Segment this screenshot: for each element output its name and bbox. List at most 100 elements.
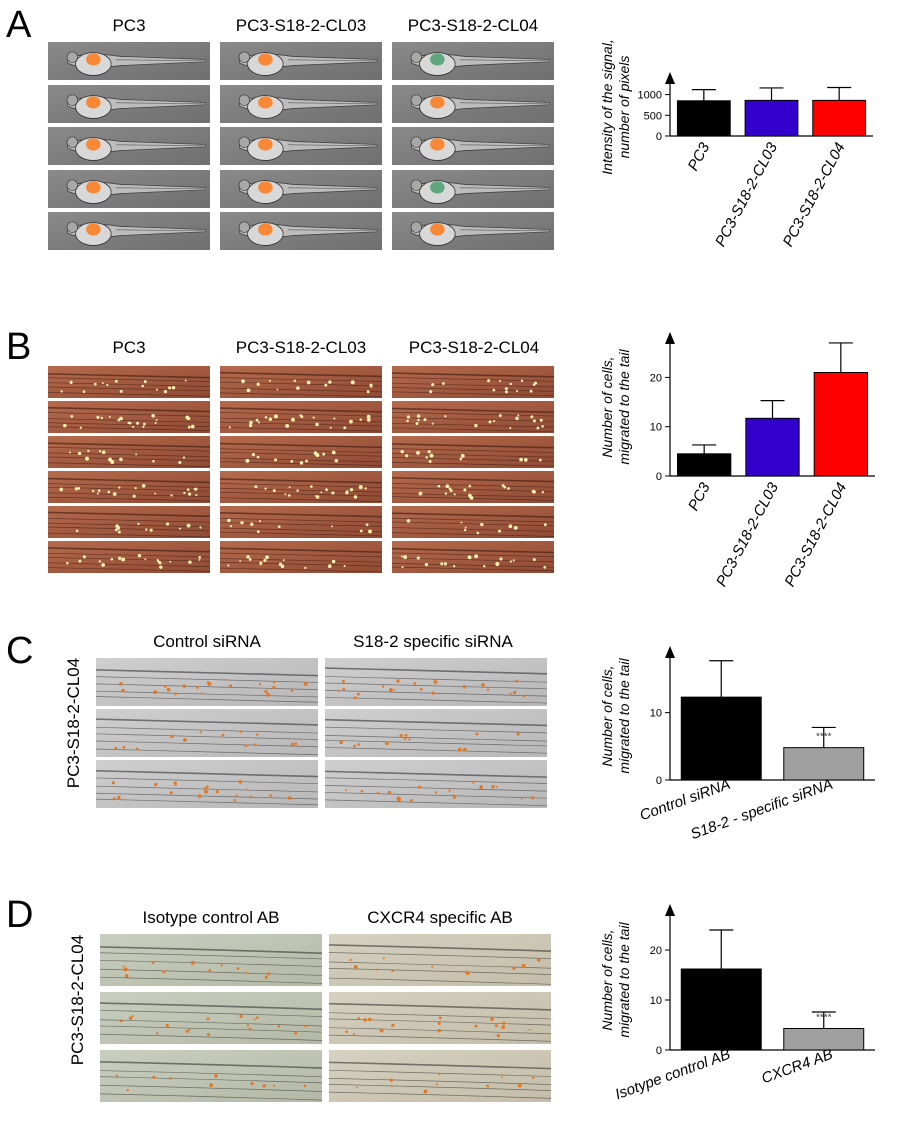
migrated-cell <box>396 679 400 683</box>
migrated-cell <box>460 454 465 458</box>
migrated-cell <box>79 426 82 429</box>
y-axis-label: number of pixels <box>616 56 632 159</box>
migrated-cell <box>190 424 195 429</box>
migrated-cell <box>239 730 243 733</box>
migrated-cell <box>262 1084 266 1088</box>
migrated-cell <box>287 494 291 497</box>
migrated-cell <box>400 555 403 558</box>
migrated-cell <box>115 1074 118 1077</box>
migrated-cell <box>463 488 467 492</box>
migrated-cell <box>250 522 254 526</box>
migrated-cell <box>119 389 123 393</box>
fish-image <box>329 934 551 986</box>
migrated-cell <box>509 692 512 695</box>
zebrafish-embryo <box>66 94 206 119</box>
migrated-cell <box>359 418 362 421</box>
migrated-cell <box>108 416 111 419</box>
migrated-cell <box>413 682 417 685</box>
migrated-cell <box>188 560 192 564</box>
migrated-cell <box>357 743 361 746</box>
migrated-cell <box>423 1089 428 1094</box>
y-tick-label: 20 <box>650 372 662 384</box>
bar <box>744 99 799 137</box>
migrated-cell <box>342 687 346 691</box>
zebrafish-tail <box>329 1061 551 1099</box>
migrated-cell <box>137 553 142 558</box>
migrated-cell <box>116 526 121 530</box>
fluorescent-cells <box>258 53 273 66</box>
migrated-cell <box>156 1032 159 1035</box>
migrated-cell <box>516 732 520 736</box>
migrated-cell <box>85 456 90 461</box>
migrated-cell <box>273 1084 276 1087</box>
migrated-cell <box>397 797 402 802</box>
migrated-cell <box>114 746 118 750</box>
migrated-cell <box>491 785 495 789</box>
y-axis-label: Number of cells, <box>599 665 615 766</box>
fluorescent-cells <box>258 95 273 109</box>
fish-image <box>329 992 551 1044</box>
migrated-cell <box>87 449 90 453</box>
migrated-cell <box>530 415 534 419</box>
migrated-cell <box>325 488 328 492</box>
fish-image <box>48 506 210 538</box>
migrated-cell <box>153 782 158 787</box>
zebrafish-tail <box>329 1002 551 1042</box>
migrated-cell <box>423 418 427 422</box>
migrated-cell <box>443 562 448 566</box>
fish-image <box>220 366 382 398</box>
migrated-cell <box>501 1076 503 1079</box>
migrated-cell <box>78 559 82 563</box>
migrated-cell <box>264 487 267 490</box>
migrated-cell <box>227 518 231 523</box>
fluorescent-cells <box>86 180 101 194</box>
migrated-cell <box>513 526 518 530</box>
photo-background <box>48 436 210 468</box>
zebrafish-tail <box>325 770 547 807</box>
migrated-cell <box>431 383 435 387</box>
migrated-cell <box>239 1014 243 1018</box>
y-axis-arrow <box>665 72 675 84</box>
migrated-cell <box>199 526 202 529</box>
migrated-cell <box>258 682 262 686</box>
migrated-cell <box>517 1083 522 1088</box>
migrated-cell <box>303 682 308 687</box>
photo-background <box>48 506 210 538</box>
migrated-cell <box>403 555 408 559</box>
migrated-cell <box>445 484 450 489</box>
migrated-cell <box>322 452 326 456</box>
migrated-cell <box>320 491 323 494</box>
migrated-cell <box>331 491 335 495</box>
migrated-cell <box>310 485 313 488</box>
fish-image <box>48 541 210 573</box>
significance-label: **** <box>816 1013 832 1024</box>
migrated-cell <box>249 795 253 798</box>
migrated-cell <box>228 684 232 688</box>
fluorescent-cells <box>430 180 445 194</box>
migrated-cell <box>241 379 245 384</box>
migrated-cell <box>195 686 199 689</box>
migrated-cell <box>268 417 273 421</box>
migrated-cell <box>519 457 523 462</box>
migrated-cell <box>123 967 128 972</box>
migrated-cell <box>331 450 336 455</box>
migrated-cell <box>486 1084 490 1088</box>
migrated-cell <box>356 692 360 696</box>
zebrafish-tail <box>325 667 547 704</box>
migrated-cell <box>360 789 364 793</box>
migrated-cell <box>440 562 444 566</box>
migrated-cell <box>399 733 403 738</box>
migrated-cell <box>401 566 404 569</box>
migrated-cell <box>536 958 541 962</box>
migrated-cell <box>333 417 336 420</box>
photo-background <box>220 366 382 398</box>
fish-image <box>48 212 210 250</box>
migrated-cell <box>220 964 223 967</box>
migrated-cell <box>486 688 490 692</box>
migrated-cell <box>251 452 256 457</box>
x-tick-label: CXCR4 AB <box>759 1046 835 1087</box>
migrated-cell <box>474 554 479 559</box>
migrated-cell <box>345 491 349 495</box>
migrated-cell <box>468 484 472 488</box>
migrated-cell <box>136 421 139 425</box>
